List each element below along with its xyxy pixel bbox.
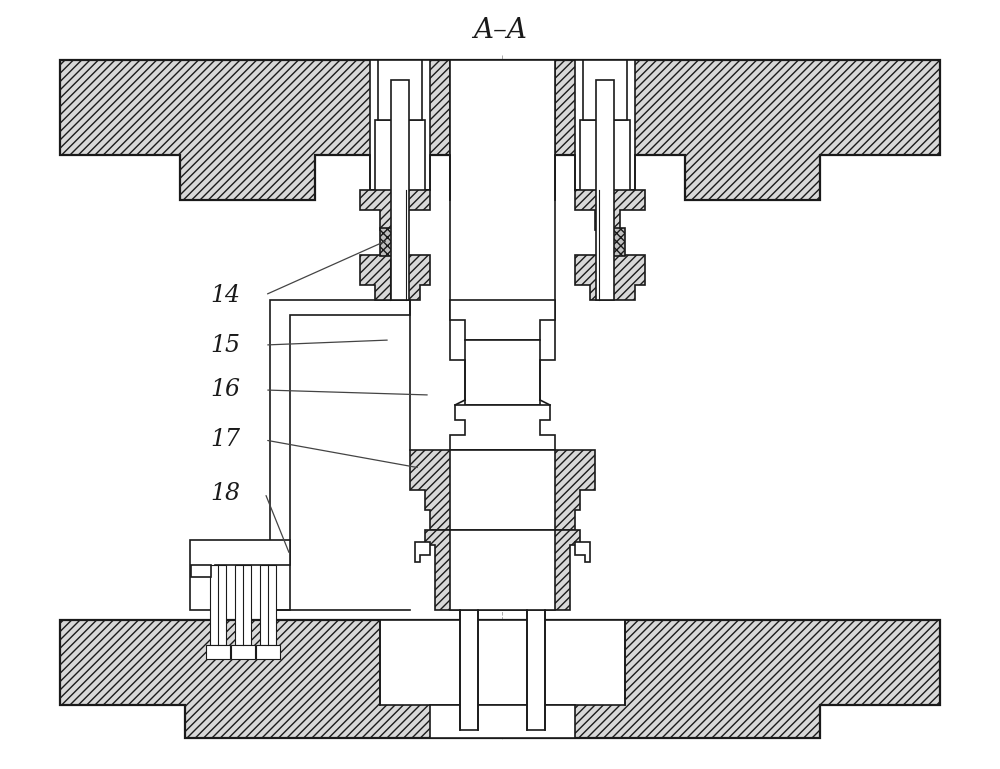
Bar <box>235 565 251 645</box>
Polygon shape <box>575 255 645 300</box>
Text: 17: 17 <box>210 428 240 451</box>
Bar <box>450 450 555 530</box>
Polygon shape <box>190 540 290 610</box>
Polygon shape <box>450 300 555 340</box>
Polygon shape <box>575 190 645 230</box>
Text: A–A: A–A <box>473 16 527 44</box>
Bar <box>391 80 409 300</box>
Bar <box>380 228 408 256</box>
Bar <box>370 60 430 190</box>
Bar <box>380 620 625 705</box>
Bar <box>583 60 627 120</box>
Bar <box>450 60 555 200</box>
Bar <box>575 60 635 190</box>
Polygon shape <box>450 405 555 450</box>
Bar <box>430 705 575 738</box>
Polygon shape <box>415 542 430 562</box>
Polygon shape <box>575 542 590 562</box>
Bar <box>256 645 280 659</box>
Polygon shape <box>360 255 430 300</box>
Bar <box>465 340 540 405</box>
Polygon shape <box>60 620 940 738</box>
Bar <box>596 80 614 300</box>
Bar <box>210 565 226 645</box>
Bar <box>378 60 422 120</box>
Bar <box>450 530 555 610</box>
Text: 14: 14 <box>210 284 240 307</box>
Text: 18: 18 <box>210 481 240 504</box>
Polygon shape <box>360 190 430 230</box>
Bar <box>231 645 255 659</box>
Polygon shape <box>410 450 595 530</box>
Polygon shape <box>270 300 410 610</box>
Text: 16: 16 <box>210 378 240 401</box>
Bar <box>206 645 230 659</box>
Text: 15: 15 <box>210 334 240 357</box>
Bar <box>580 120 630 200</box>
Bar <box>460 610 478 730</box>
Bar <box>450 60 555 360</box>
Bar <box>260 565 276 645</box>
Bar <box>191 565 211 577</box>
Polygon shape <box>425 530 580 610</box>
Bar <box>375 120 425 200</box>
Polygon shape <box>60 60 940 200</box>
Bar <box>597 228 625 256</box>
Bar <box>527 610 545 730</box>
